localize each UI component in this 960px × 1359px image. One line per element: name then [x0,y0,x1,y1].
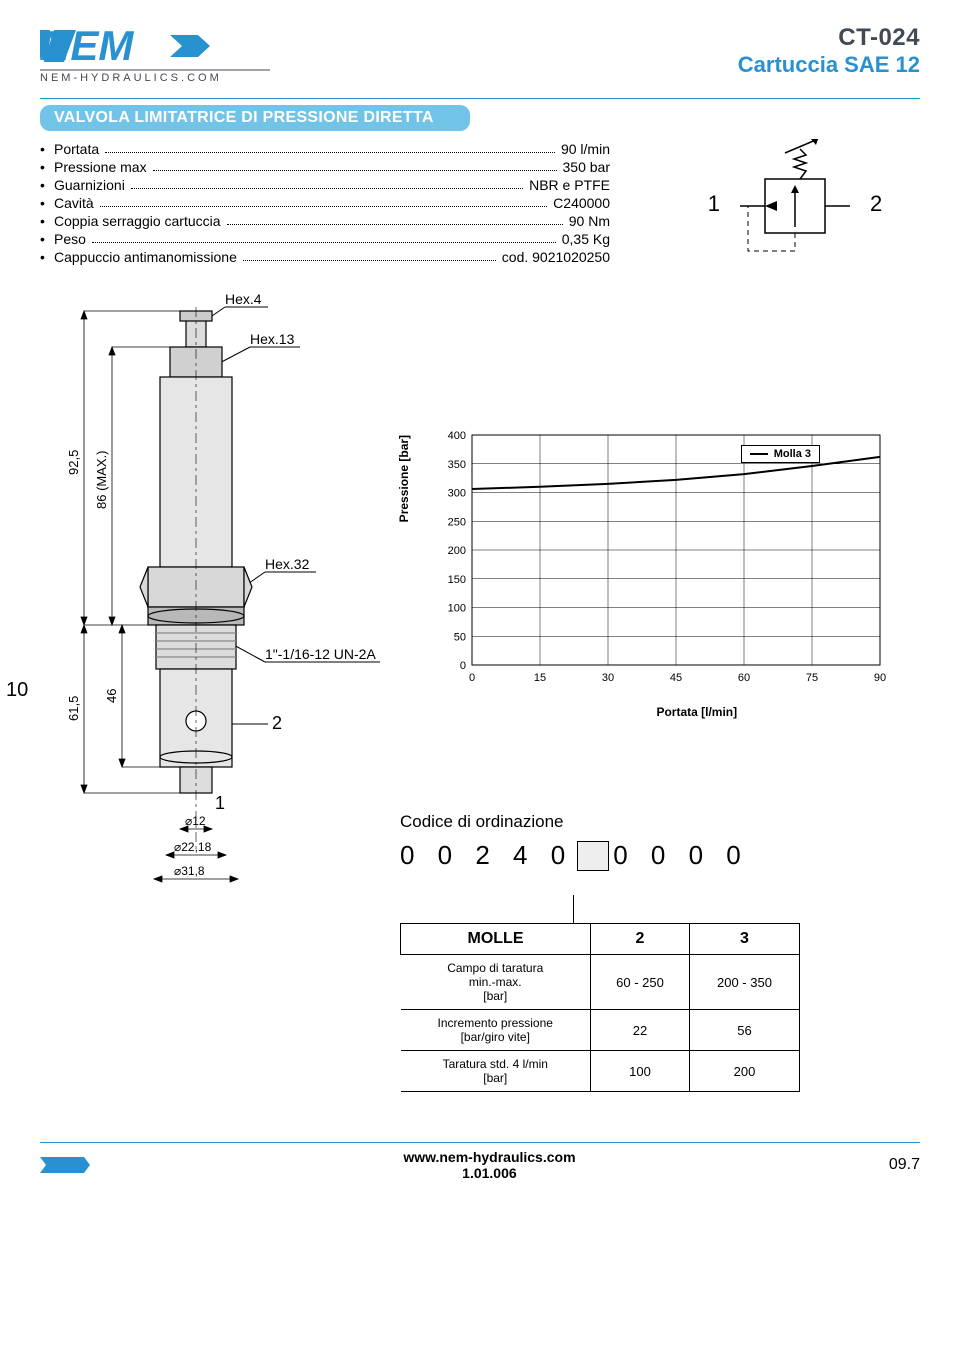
symbol-svg [740,139,850,269]
molle-block: MOLLE 2 3 Campo di taraturamin.-max.[bar… [400,895,800,1092]
cell: 60 - 250 [591,955,690,1010]
molle-header: MOLLE [401,924,591,955]
spec-row: •Portata90 l/min [40,141,610,157]
divider [40,98,920,99]
svg-text:150: 150 [448,574,466,586]
cell: 56 [689,1010,799,1051]
svg-text:60: 60 [738,672,750,684]
legend-line-icon [750,453,768,455]
table-row: MOLLE 2 3 [401,924,800,955]
chart-svg: 0 50 100 150 200 250 300 350 400 0 15 30 45 60 75 90 [430,429,890,689]
molle-col3: 3 [689,924,799,955]
svg-text:0: 0 [460,660,466,672]
logo-subtitle: NEM-HYDRAULICS.COM [40,72,270,84]
cell: 100 [591,1051,690,1092]
spec-row: •Peso0,35 Kg [40,231,610,247]
dim-86: 86 (MAX.) [94,450,109,509]
section-banner: VALVOLA LIMITATRICE DI PRESSIONE DIRETTA [40,105,470,131]
svg-text:0: 0 [469,672,475,684]
molle-col2: 2 [591,924,690,955]
lbl-hex4: Hex.4 [225,291,262,307]
lbl-port1: 1 [215,793,225,813]
footer-center: www.nem-hydraulics.com 1.01.006 [403,1149,575,1181]
spec-row: •CavitàC240000 [40,195,610,211]
nem-logo: NEM [40,24,270,74]
svg-text:NEM: NEM [40,24,134,69]
chart-legend: Molla 3 [741,445,820,463]
doc-subtitle: Cartuccia SAE 12 [738,52,920,78]
svg-text:45: 45 [670,672,682,684]
table-row: Incremento pressione[bar/giro vite] 22 5… [401,1010,800,1051]
table-row: Campo di taraturamin.-max.[bar] 60 - 250… [401,955,800,1010]
pressure-flow-chart: Pressione [bar] Molla 3 0501001502002503… [430,429,890,689]
dim-61: 61,5 [66,696,81,721]
row-label: Taratura std. 4 l/min[bar] [401,1051,591,1092]
svg-text:350: 350 [448,459,466,471]
dim-92: 92,5 [66,450,81,475]
footer-url: www.nem-hydraulics.com [403,1149,575,1165]
svg-text:⌀31,8: ⌀31,8 [174,864,205,878]
svg-text:90: 90 [874,672,886,684]
svg-text:50: 50 [454,631,466,643]
technical-drawing: 10 Hex.4 Hex.13 Hex.32 1"-1/16-12 UN-2A … [40,289,400,932]
footer-page: 09.7 [889,1156,920,1174]
table-row: Taratura std. 4 l/min[bar] 100 200 [401,1051,800,1092]
cell: 22 [591,1010,690,1051]
spec-row: •Pressione max350 bar [40,159,610,175]
footer: www.nem-hydraulics.com 1.01.006 09.7 [40,1142,920,1181]
spec-list: •Portata90 l/min •Pressione max350 bar •… [40,139,610,269]
svg-text:75: 75 [806,672,818,684]
spec-row: •Coppia serraggio cartuccia90 Nm [40,213,610,229]
cell: 200 [689,1051,799,1092]
svg-text:⌀12: ⌀12 [185,814,206,828]
legend-text: Molla 3 [774,448,811,460]
molle-table: MOLLE 2 3 Campo di taraturamin.-max.[bar… [400,923,800,1092]
svg-text:15: 15 [534,672,546,684]
svg-text:250: 250 [448,516,466,528]
port-1-label: 1 [708,191,720,217]
footer-accent-icon [40,1157,90,1173]
lbl-hex13: Hex.13 [250,331,295,347]
spec-row: •GuarnizioniNBR e PTFE [40,177,610,193]
mid-row: 1 0 Hex.4 Hex.13 Hex.32 1"-1/16-12 UN-2A … [40,289,920,932]
svg-text:100: 100 [448,603,466,615]
hydraulic-symbol: 1 2 [670,139,920,269]
row-label: Incremento pressione[bar/giro vite] [401,1010,591,1051]
header: NEM NEM-HYDRAULICS.COM CT-024 Cartuccia … [40,24,920,84]
row-label: Campo di taraturamin.-max.[bar] [401,955,591,1010]
svg-text:300: 300 [448,488,466,500]
dim-46: 46 [104,689,119,703]
port-2-label: 2 [870,191,882,217]
order-variable-box [577,841,609,871]
lbl-port2: 2 [272,713,282,733]
svg-text:30: 30 [602,672,614,684]
order-prefix: 0 0 2 4 0 [400,840,573,871]
chart-column: Pressione [bar] Molla 3 0501001502002503… [430,289,920,932]
order-suffix: 0 0 0 0 [613,840,749,871]
lbl-hex32: Hex.32 [265,556,310,572]
svg-text:⌀22,18: ⌀22,18 [174,840,212,854]
datasheet-page: NEM NEM-HYDRAULICS.COM CT-024 Cartuccia … [0,0,960,1201]
chart-ylabel: Pressione [bar] [397,435,411,522]
spec-row: •Cappuccio antimanomissionecod. 90210202… [40,249,610,265]
drawing-svg: Hex.4 Hex.13 Hex.32 1"-1/16-12 UN-2A 2 1 [40,289,380,929]
logo-block: NEM NEM-HYDRAULICS.COM [40,24,270,84]
dim-side: 10 [6,679,28,702]
chart-xlabel: Portata [l/min] [656,705,737,719]
lbl-thread: 1"-1/16-12 UN-2A [265,646,376,662]
cell: 200 - 350 [689,955,799,1010]
svg-text:200: 200 [448,545,466,557]
footer-version: 1.01.006 [403,1165,575,1181]
doc-title-block: CT-024 Cartuccia SAE 12 [738,24,920,78]
svg-text:400: 400 [448,430,466,442]
doc-code: CT-024 [738,24,920,52]
top-row: •Portata90 l/min •Pressione max350 bar •… [40,139,920,269]
